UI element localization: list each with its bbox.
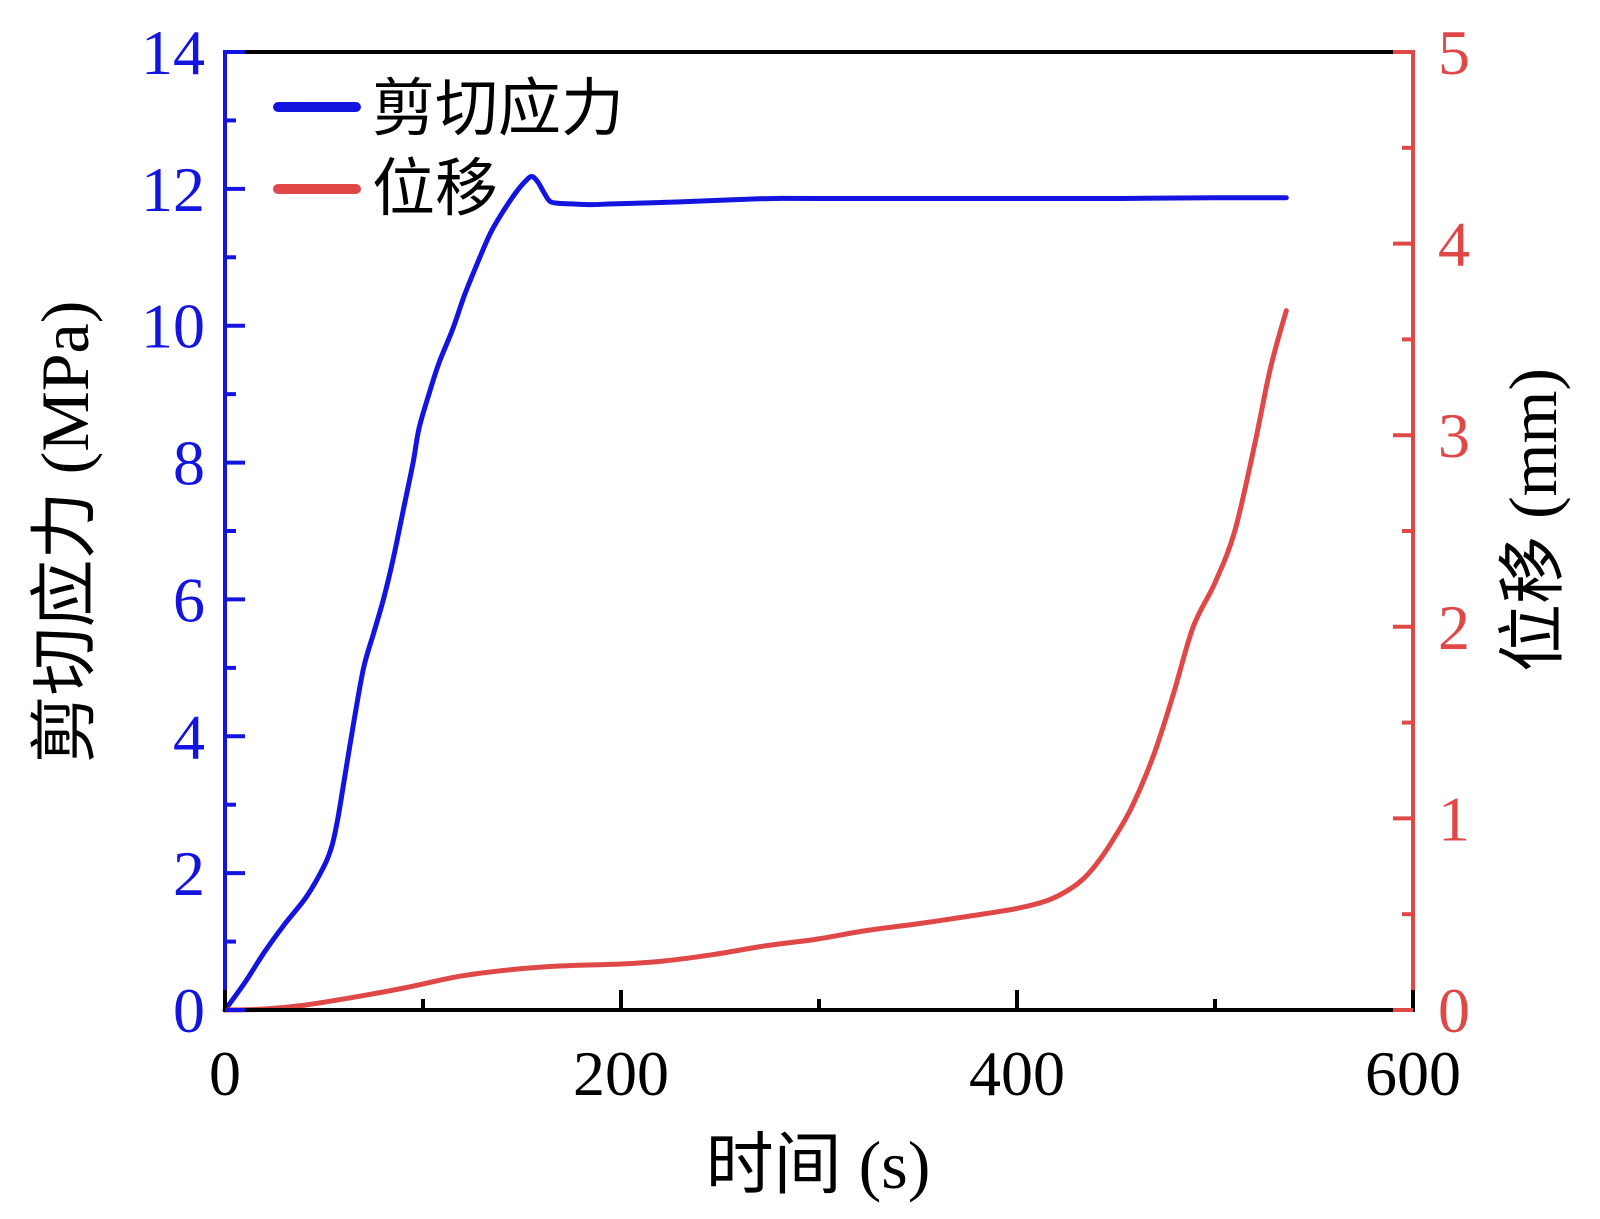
y-left-tick-label: 4 <box>173 701 205 772</box>
y-axis-left-title: 剪切应力 (MPa) <box>27 301 103 764</box>
y-right-tick-label: 2 <box>1438 592 1470 663</box>
y-left-tick-label: 10 <box>141 291 205 362</box>
y-left-tick-label: 6 <box>173 564 205 635</box>
y-right-tick-label: 0 <box>1438 975 1470 1046</box>
y-left-tick-label: 12 <box>141 154 205 225</box>
y-left-tick-label: 0 <box>173 975 205 1046</box>
x-tick-label: 200 <box>573 1038 669 1109</box>
series-line-displacement <box>222 308 1289 1013</box>
x-tick-label: 400 <box>969 1038 1065 1109</box>
x-tick-label: 600 <box>1365 1038 1461 1109</box>
x-tick-label: 0 <box>209 1038 241 1109</box>
y-left-tick-label: 2 <box>173 838 205 909</box>
y-left-tick-label: 14 <box>141 17 205 88</box>
legend: 剪切应力 位移 <box>273 74 624 224</box>
legend-label-displacement: 位移 <box>372 154 498 224</box>
y-right-tick-label: 4 <box>1438 209 1470 280</box>
y-axis-right-title: 位移 (mm) <box>1495 368 1571 672</box>
y-right-tick-label: 5 <box>1438 17 1470 88</box>
series-line-shear-stress <box>222 174 1289 1013</box>
y-right-tick-label: 1 <box>1438 783 1470 854</box>
series-layer <box>222 174 1289 1013</box>
x-axis-title: 时间 (s) <box>706 1127 931 1203</box>
ticks-layer <box>223 50 1415 1012</box>
legend-label-shear-stress: 剪切应力 <box>372 74 624 144</box>
y-left-tick-label: 8 <box>173 428 205 499</box>
y-right-tick-label: 3 <box>1438 400 1470 471</box>
